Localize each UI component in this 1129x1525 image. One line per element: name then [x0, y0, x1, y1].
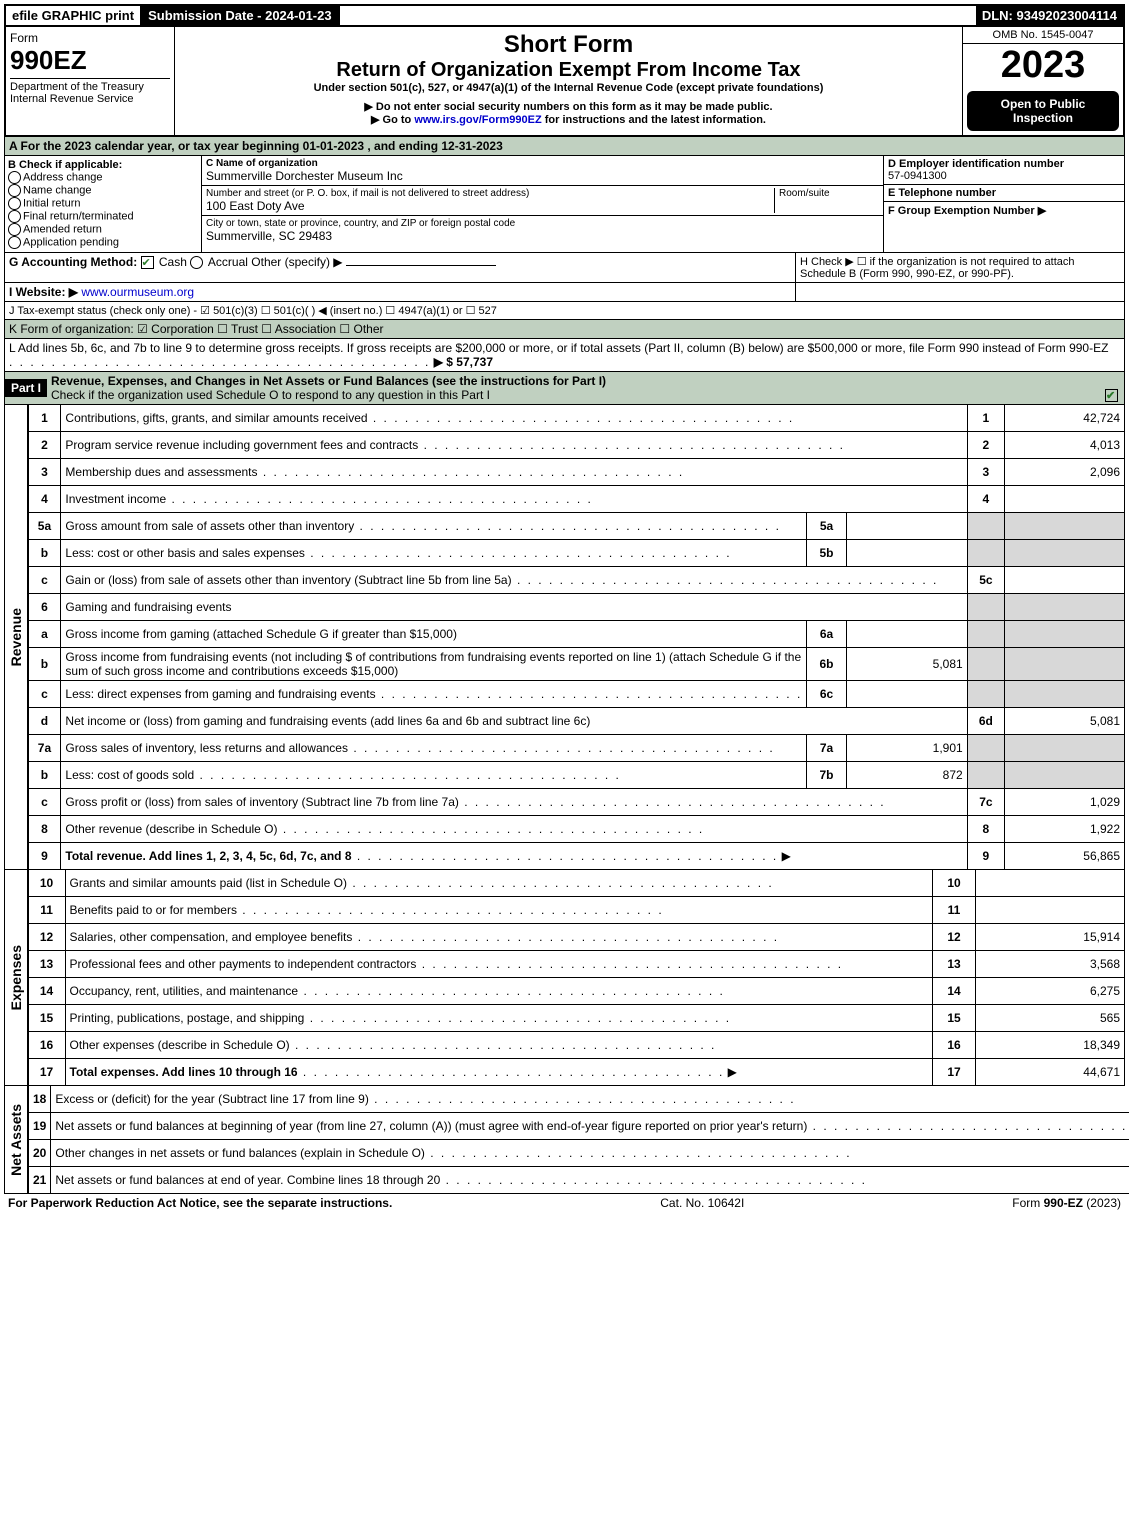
accounting-label: G Accounting Method:	[9, 255, 137, 269]
open-public-box: Open to Public Inspection	[967, 91, 1119, 131]
org-name: Summerville Dorchester Museum Inc	[206, 169, 879, 183]
line3-value: 2,096	[1005, 459, 1125, 486]
return-title: Return of Organization Exempt From Incom…	[179, 59, 958, 82]
cb-address-change[interactable]	[8, 171, 21, 184]
line10-value	[976, 870, 1125, 897]
expenses-sidelabel: Expenses	[8, 945, 24, 1010]
header-mid: Short Form Return of Organization Exempt…	[175, 27, 963, 135]
box-b: B Check if applicable: Address change Na…	[5, 156, 202, 252]
dln: DLN: 93492023004114	[976, 6, 1123, 25]
line2-value: 4,013	[1005, 432, 1125, 459]
line4-value	[1005, 486, 1125, 513]
row-k: K Form of organization: ☑ Corporation ☐ …	[4, 320, 1125, 339]
page-footer: For Paperwork Reduction Act Notice, see …	[4, 1194, 1125, 1212]
ssn-warning: ▶ Do not enter social security numbers o…	[179, 100, 958, 113]
line16-value: 18,349	[976, 1032, 1125, 1059]
tax-exempt-status: J Tax-exempt status (check only one) - ☑…	[5, 302, 1124, 319]
row-i: I Website: ▶ www.ourmuseum.org	[4, 283, 1125, 302]
city-label: City or town, state or province, country…	[206, 218, 879, 229]
cb-schedule-o[interactable]	[1105, 389, 1118, 402]
irs-label: Internal Revenue Service	[10, 93, 134, 105]
ein-value: 57-0941300	[888, 170, 947, 182]
cb-cash[interactable]	[141, 256, 154, 269]
netassets-table: 18Excess or (deficit) for the year (Subt…	[28, 1086, 1129, 1194]
cb-application-pending[interactable]	[8, 236, 21, 249]
box-def: D Employer identification number 57-0941…	[884, 156, 1124, 252]
line7a-subval: 1,901	[846, 735, 967, 762]
part1-check: Check if the organization used Schedule …	[51, 388, 490, 402]
goto-link[interactable]: ▶ Go to www.irs.gov/Form990EZ for instru…	[179, 113, 958, 126]
room-label: Room/suite	[779, 188, 879, 199]
row-h: H Check ▶ ☐ if the organization is not r…	[796, 253, 1124, 282]
other-specify-line[interactable]	[346, 265, 496, 266]
line7c-value: 1,029	[1005, 789, 1125, 816]
city-value: Summerville, SC 29483	[206, 229, 879, 243]
cb-initial-return[interactable]	[8, 197, 21, 210]
line17-value: 44,671	[976, 1059, 1125, 1086]
form-word: Form	[10, 31, 170, 45]
footer-right: Form 990-EZ (2023)	[1012, 1196, 1121, 1210]
dept-label: Department of the Treasury	[10, 81, 144, 93]
section-a: A For the 2023 calendar year, or tax yea…	[4, 137, 1125, 156]
part1-title: Revenue, Expenses, and Changes in Net As…	[51, 374, 606, 388]
tax-year: 2023	[963, 44, 1123, 87]
row-l-value: ▶ $ 57,737	[434, 355, 493, 369]
irs-link[interactable]: www.irs.gov/Form990EZ	[414, 114, 541, 126]
line14-value: 6,275	[976, 978, 1125, 1005]
line12-value: 15,914	[976, 924, 1125, 951]
cb-final-return[interactable]	[8, 210, 21, 223]
street-label: Number and street (or P. O. box, if mail…	[206, 188, 774, 199]
form-of-org: K Form of organization: ☑ Corporation ☐ …	[5, 320, 1124, 338]
under-section: Under section 501(c), 527, or 4947(a)(1)…	[179, 82, 958, 94]
short-form-title: Short Form	[179, 31, 958, 59]
netassets-sidelabel: Net Assets	[8, 1104, 24, 1176]
row-j: J Tax-exempt status (check only one) - ☑…	[4, 302, 1125, 320]
group-label: F Group Exemption Number ▶	[888, 205, 1046, 217]
cb-amended-return[interactable]	[8, 223, 21, 236]
omb-number: OMB No. 1545-0047	[963, 27, 1123, 44]
line6b-subval: 5,081	[846, 648, 967, 681]
line9-value: 56,865	[1005, 843, 1125, 870]
org-name-label: C Name of organization	[206, 158, 879, 169]
box-c: C Name of organization Summerville Dorch…	[202, 156, 884, 252]
line15-value: 565	[976, 1005, 1125, 1032]
footer-left: For Paperwork Reduction Act Notice, see …	[8, 1196, 392, 1210]
part1-label: Part I	[5, 379, 47, 397]
line11-value	[976, 897, 1125, 924]
ein-label: D Employer identification number	[888, 158, 1064, 170]
cb-accrual[interactable]	[190, 256, 203, 269]
row-g-h: G Accounting Method: Cash Accrual Other …	[4, 253, 1125, 283]
header-left: Form 990EZ Department of the Treasury In…	[6, 27, 175, 135]
row-l-text: L Add lines 5b, 6c, and 7b to line 9 to …	[9, 341, 1108, 355]
website-link[interactable]: www.ourmuseum.org	[81, 285, 194, 299]
revenue-sidelabel: Revenue	[8, 608, 24, 666]
form-number: 990EZ	[10, 45, 170, 76]
part1-header: Part I Revenue, Expenses, and Changes in…	[4, 372, 1125, 405]
expenses-table: 10Grants and similar amounts paid (list …	[28, 870, 1125, 1086]
line13-value: 3,568	[976, 951, 1125, 978]
footer-mid: Cat. No. 10642I	[660, 1196, 744, 1210]
line7b-subval: 872	[846, 762, 967, 789]
street-value: 100 East Doty Ave	[206, 199, 774, 213]
revenue-table: 1Contributions, gifts, grants, and simil…	[28, 405, 1125, 870]
line5c-value	[1005, 567, 1125, 594]
submission-date: Submission Date - 2024-01-23	[142, 6, 340, 25]
header-right: OMB No. 1545-0047 2023 Open to Public In…	[963, 27, 1123, 135]
top-bar: efile GRAPHIC print Submission Date - 20…	[4, 4, 1125, 27]
efile-label: efile GRAPHIC print	[6, 6, 142, 25]
phone-label: E Telephone number	[888, 187, 996, 199]
line6d-value: 5,081	[1005, 708, 1125, 735]
line8-value: 1,922	[1005, 816, 1125, 843]
line1-value: 42,724	[1005, 405, 1125, 432]
row-l: L Add lines 5b, 6c, and 7b to line 9 to …	[4, 339, 1125, 372]
website-label: I Website: ▶	[9, 285, 78, 299]
box-b-label: B Check if applicable:	[8, 159, 198, 171]
form-header: Form 990EZ Department of the Treasury In…	[4, 27, 1125, 137]
cb-name-change[interactable]	[8, 184, 21, 197]
info-box: B Check if applicable: Address change Na…	[4, 156, 1125, 253]
